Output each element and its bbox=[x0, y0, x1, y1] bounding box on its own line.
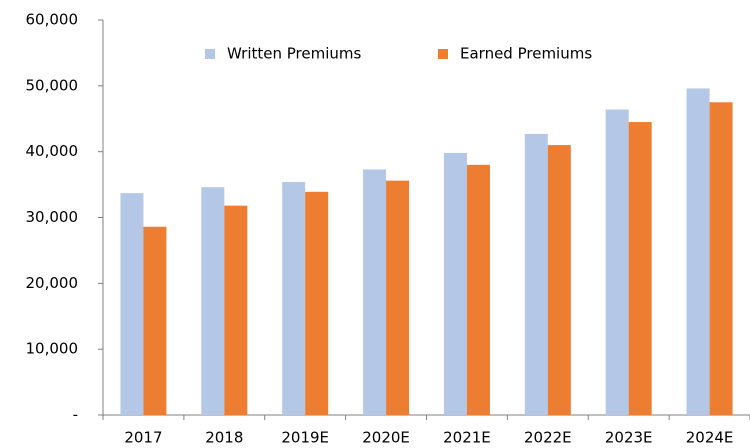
x-tick-label: 2021E bbox=[443, 429, 491, 447]
x-tick-label: 2023E bbox=[605, 429, 653, 447]
x-tick-label: 2019E bbox=[281, 429, 329, 447]
y-tick-label: 30,000 bbox=[26, 208, 79, 226]
bar bbox=[363, 169, 387, 415]
x-tick-label: 2024E bbox=[686, 429, 734, 447]
y-tick-label: 10,000 bbox=[26, 340, 79, 358]
bar bbox=[709, 102, 733, 416]
x-tick-label: 2017 bbox=[124, 429, 162, 447]
legend-label: Written Premiums bbox=[227, 45, 362, 63]
bar bbox=[524, 133, 548, 415]
legend-swatch bbox=[205, 49, 215, 59]
bar bbox=[466, 164, 490, 415]
bar bbox=[443, 152, 467, 415]
bar bbox=[386, 180, 410, 415]
y-tick-label: 60,000 bbox=[26, 11, 79, 29]
bar bbox=[201, 187, 225, 415]
y-tick-label: 40,000 bbox=[26, 142, 79, 160]
bar bbox=[120, 193, 144, 415]
bar bbox=[547, 145, 571, 416]
bar bbox=[628, 122, 652, 416]
x-tick-label: 2020E bbox=[362, 429, 410, 447]
x-tick-label: 2018 bbox=[205, 429, 243, 447]
bar bbox=[605, 109, 629, 416]
bar bbox=[305, 191, 329, 415]
bar bbox=[143, 226, 167, 415]
x-tick-label: 2022E bbox=[524, 429, 572, 447]
bar bbox=[224, 205, 248, 415]
y-tick-label: 50,000 bbox=[26, 76, 79, 94]
legend-swatch bbox=[438, 49, 448, 59]
y-tick-label: 20,000 bbox=[26, 274, 79, 292]
y-tick-label: - bbox=[73, 406, 78, 424]
legend-label: Earned Premiums bbox=[460, 45, 592, 63]
bar bbox=[686, 88, 710, 415]
bar bbox=[282, 181, 306, 415]
